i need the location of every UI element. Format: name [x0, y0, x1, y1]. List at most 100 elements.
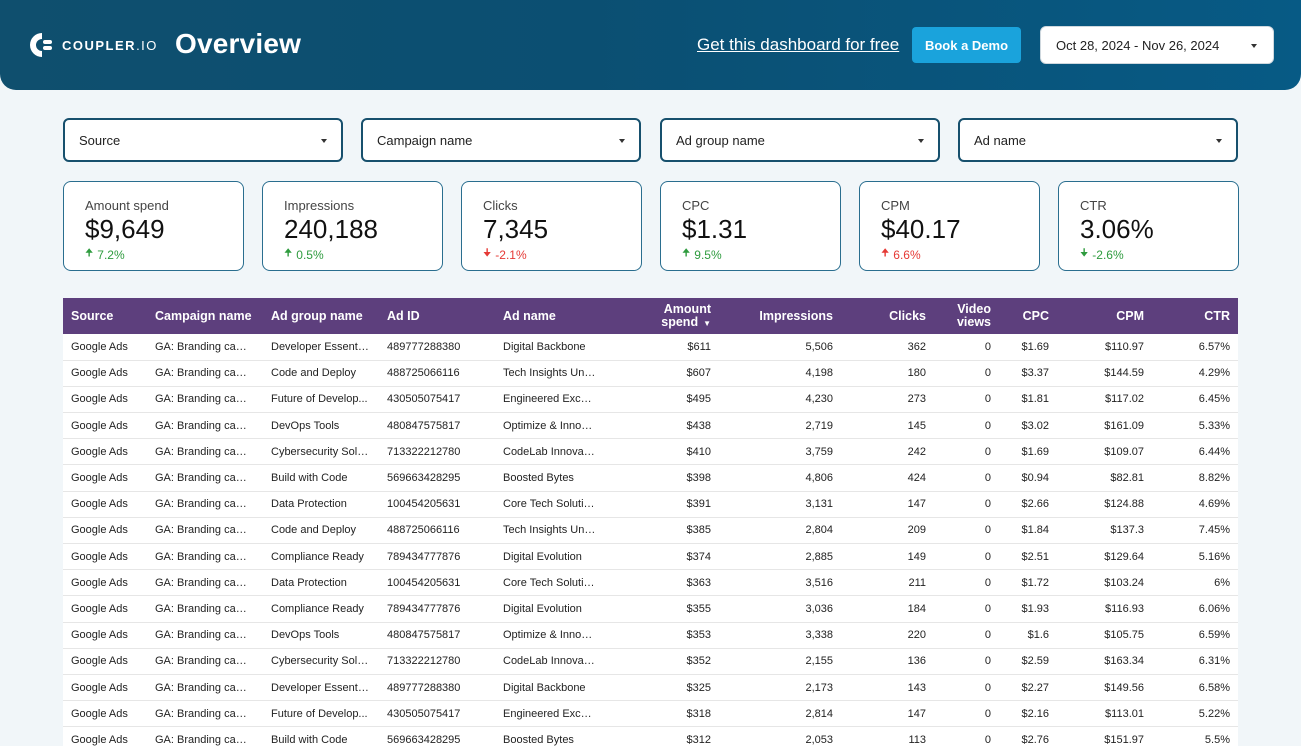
filter-label: Source [79, 132, 121, 148]
column-header-ad-name[interactable]: Ad name [503, 308, 556, 323]
filter-source[interactable]: Source [63, 118, 343, 162]
date-range-select[interactable]: Oct 28, 2024 - Nov 26, 2024 [1040, 26, 1274, 64]
table-cell: Google Ads [71, 472, 128, 485]
table-row[interactable]: Google Ads GA: Branding camp... Compliance… [63, 543, 1238, 570]
coupler-logo[interactable]: COUPLER.IO [28, 31, 158, 59]
kpi-value: 3.06% [1080, 214, 1154, 244]
table-row[interactable]: Google Ads GA: Branding camp... Cybersecur… [63, 438, 1238, 465]
table-row[interactable]: Google Ads GA: Branding camp... Build with… [63, 464, 1238, 492]
table-cell: Google Ads [71, 550, 128, 563]
table-cell: 6% [1214, 576, 1230, 589]
table-row[interactable]: Google Ads GA: Branding camp... Data Prote… [63, 569, 1238, 596]
column-header-amount-spend[interactable]: Amount spend ▼ [661, 301, 711, 329]
column-header-source[interactable]: Source [71, 308, 114, 323]
table-cell: $117.02 [1105, 393, 1144, 406]
logo-text: COUPLER.IO [62, 37, 158, 53]
table-row[interactable]: Google Ads GA: Branding camp... Future of … [63, 386, 1238, 413]
table-cell: 713322212780 [387, 655, 461, 668]
table-cell: 3,516 [805, 576, 833, 589]
table-cell: 211 [908, 576, 926, 589]
table-cell: 6.58% [1198, 681, 1230, 694]
table-row[interactable]: Google Ads GA: Branding camp... DevOps Too… [63, 622, 1238, 649]
table-cell: GA: Branding camp... [155, 472, 261, 485]
table-cell: GA: Branding camp... [155, 655, 261, 668]
table-cell: 6.31% [1198, 655, 1230, 668]
book-demo-button[interactable]: Book a Demo [912, 27, 1021, 63]
table-cell: $385 [686, 524, 711, 537]
table-cell: Google Ads [71, 419, 128, 432]
table-cell: 0 [984, 340, 991, 353]
table-cell: $1.69 [1021, 340, 1049, 353]
table-cell: 5.16% [1198, 550, 1230, 563]
table-cell: 147 [907, 707, 926, 720]
table-row[interactable]: Google Ads GA: Branding camp... Future of … [63, 700, 1238, 727]
table-cell: 5.5% [1204, 733, 1230, 746]
table-row[interactable]: Google Ads GA: Branding camp... DevOps Too… [63, 412, 1238, 439]
table-cell: $495 [686, 393, 711, 406]
table-cell: 4,806 [805, 472, 833, 485]
column-header-ad-id[interactable]: Ad ID [387, 308, 420, 323]
column-header-video-views[interactable]: Video views [956, 302, 991, 329]
table-cell: 6.59% [1198, 629, 1230, 642]
table-cell: 0 [984, 498, 991, 511]
column-header-cpm[interactable]: CPM [1116, 308, 1144, 323]
table-cell: $124.88 [1104, 498, 1144, 511]
coupler-logo-icon [30, 33, 52, 57]
table-cell: Digital Backbone [503, 681, 586, 694]
table-cell: 0 [984, 393, 991, 406]
chevron-down-icon [1216, 139, 1222, 143]
table-cell: 789434777876 [387, 550, 461, 563]
table-cell: 3,131 [805, 498, 833, 511]
table-row[interactable]: Google Ads GA: Branding camp... Cybersecur… [63, 648, 1238, 675]
table-cell: $110.97 [1105, 340, 1144, 353]
table-cell: GA: Branding camp... [155, 733, 261, 746]
filter-ad-group-name[interactable]: Ad group name [660, 118, 940, 162]
filter-campaign-name[interactable]: Campaign name [361, 118, 641, 162]
table-cell: $144.59 [1104, 367, 1144, 380]
table-cell: Google Ads [71, 393, 128, 406]
table-cell: $312 [686, 733, 711, 746]
filter-ad-name[interactable]: Ad name [958, 118, 1238, 162]
table-row[interactable]: Google Ads GA: Branding camp... Build with… [63, 726, 1238, 746]
kpi-delta: 🠉 7.2% [85, 247, 125, 262]
table-cell: $103.24 [1104, 576, 1144, 589]
table-cell: $363 [686, 576, 711, 589]
table-cell: Boosted Bytes [503, 733, 574, 746]
table-cell: Developer Essentials [271, 681, 375, 694]
table-cell: Engineered Excelle... [503, 393, 605, 406]
table-cell: $2.59 [1021, 655, 1049, 668]
table-row[interactable]: Google Ads GA: Branding camp... Code and D… [63, 517, 1238, 544]
table-cell: 489777288380 [387, 340, 461, 353]
table-row[interactable]: Google Ads GA: Branding camp... Developer … [63, 674, 1238, 701]
column-header-campaign-name[interactable]: Campaign name [155, 308, 252, 323]
column-header-clicks[interactable]: Clicks [889, 308, 926, 323]
table-cell: 2,719 [805, 419, 833, 432]
column-header-cpc[interactable]: CPC [1022, 308, 1049, 323]
table-cell: 220 [907, 629, 926, 642]
table-cell: 143 [907, 681, 926, 694]
column-header-ad-group-name[interactable]: Ad group name [271, 308, 363, 323]
table-cell: Future of Develop... [271, 707, 368, 720]
table-cell: 5,506 [805, 340, 833, 353]
table-cell: 149 [907, 550, 926, 563]
table-row[interactable]: Google Ads GA: Branding camp... Data Prote… [63, 491, 1238, 518]
table-cell: Digital Backbone [503, 340, 586, 353]
table-cell: 0 [984, 550, 991, 563]
get-dashboard-link[interactable]: Get this dashboard for free [697, 35, 900, 54]
table-cell: 430505075417 [387, 707, 461, 720]
column-header-ctr[interactable]: CTR [1204, 308, 1230, 323]
table-cell: 2,814 [805, 707, 833, 720]
kpi-cpm: CPM $40.17 🠉 6.6% [859, 181, 1040, 271]
table-cell: Developer Essentials [271, 340, 375, 353]
kpi-ctr: CTR 3.06% 🠋 -2.6% [1058, 181, 1239, 271]
table-cell: 0 [984, 524, 991, 537]
column-header-impressions[interactable]: Impressions [759, 308, 833, 323]
table-cell: Optimize & Innovate [503, 629, 603, 642]
table-cell: GA: Branding camp... [155, 576, 261, 589]
table-row[interactable]: Google Ads GA: Branding camp... Code and D… [63, 360, 1238, 387]
table-cell: 2,155 [805, 655, 833, 668]
table-cell: Google Ads [71, 629, 128, 642]
table-cell: 2,885 [805, 550, 833, 563]
table-row[interactable]: Google Ads GA: Branding camp... Developer … [63, 334, 1238, 361]
table-row[interactable]: Google Ads GA: Branding camp... Compliance… [63, 595, 1238, 623]
